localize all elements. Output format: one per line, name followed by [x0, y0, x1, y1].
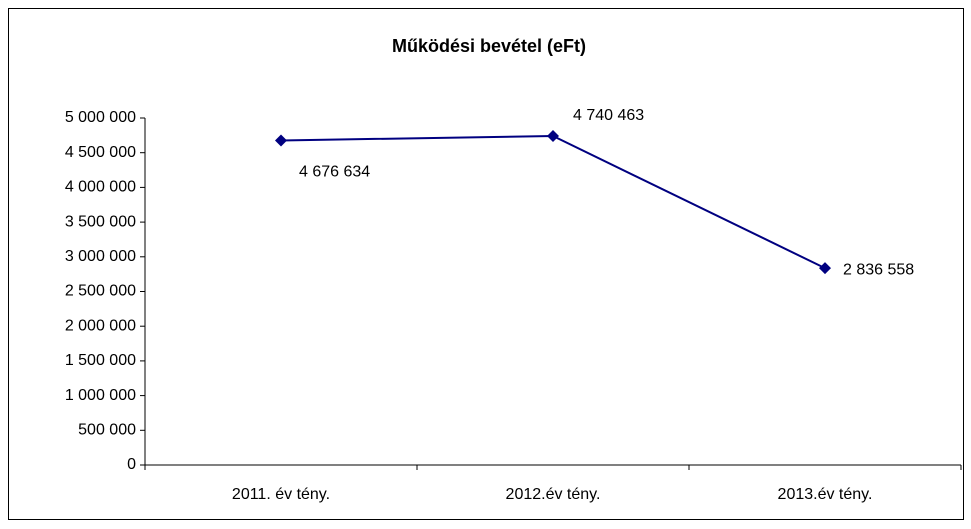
- y-tick-label: 0: [127, 456, 136, 473]
- chart-border: [8, 8, 964, 520]
- data-label: 4 676 634: [299, 164, 370, 181]
- y-tick-label: 500 000: [78, 422, 136, 439]
- y-tick-label: 2 500 000: [65, 283, 136, 300]
- y-tick-label: 1 500 000: [65, 352, 136, 369]
- y-tick-label: 3 000 000: [65, 248, 136, 265]
- data-label: 2 836 558: [843, 261, 914, 278]
- x-tick-label: 2013.év tény.: [778, 486, 873, 503]
- marker: [275, 134, 287, 147]
- chart-title: Működési bevétel (eFt): [392, 36, 586, 56]
- x-tick-label: 2011. év tény.: [232, 486, 330, 503]
- marker: [819, 262, 831, 275]
- marker: [547, 130, 559, 143]
- y-tick-label: 1 000 000: [65, 387, 136, 404]
- y-tick-label: 4 500 000: [65, 144, 136, 161]
- y-tick-label: 4 000 000: [65, 179, 136, 196]
- y-tick-label: 3 500 000: [65, 213, 136, 230]
- data-label: 4 740 463: [573, 107, 644, 124]
- y-tick-label: 5 000 000: [65, 109, 136, 126]
- y-tick-label: 2 000 000: [65, 317, 136, 334]
- x-tick-label: 2012.év tény.: [506, 486, 601, 503]
